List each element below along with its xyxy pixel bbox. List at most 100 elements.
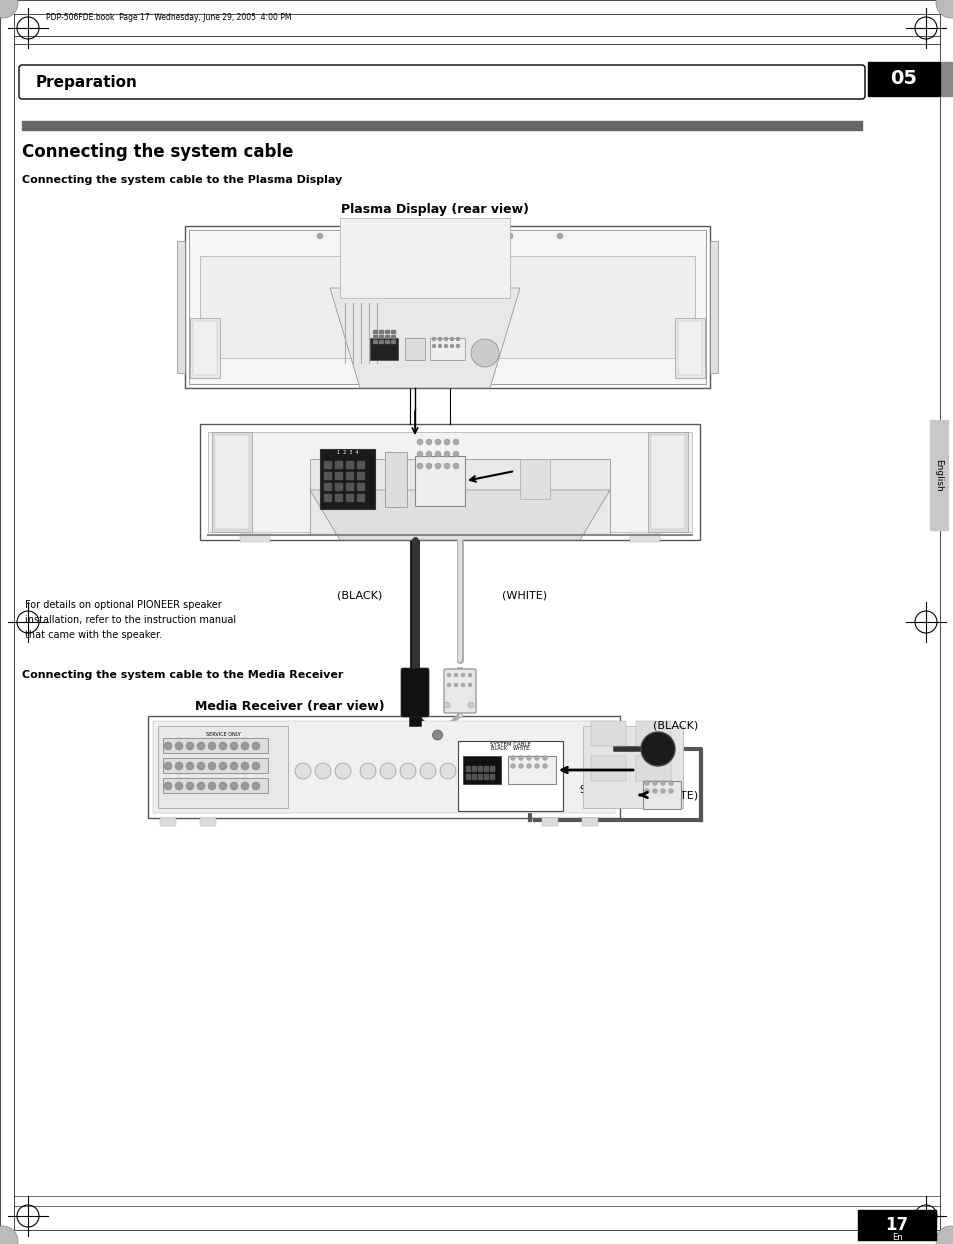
Bar: [148, 717, 619, 819]
Circle shape: [426, 452, 432, 457]
Bar: [373, 340, 376, 343]
Circle shape: [359, 763, 375, 779]
Circle shape: [367, 233, 373, 239]
Circle shape: [314, 763, 331, 779]
Bar: [457, 741, 562, 811]
Bar: [190, 318, 220, 378]
Circle shape: [427, 233, 433, 239]
Bar: [415, 457, 464, 506]
Bar: [346, 462, 353, 468]
Circle shape: [0, 1227, 18, 1244]
Bar: [378, 335, 382, 338]
Circle shape: [450, 345, 454, 348]
Text: (WHITE): (WHITE): [502, 590, 547, 600]
Circle shape: [510, 755, 515, 760]
Circle shape: [439, 763, 456, 779]
Text: SYSTEM CABLE: SYSTEM CABLE: [490, 741, 530, 746]
Circle shape: [241, 763, 249, 770]
Bar: [339, 218, 510, 299]
Text: (BLACK): (BLACK): [652, 722, 698, 731]
Bar: [177, 241, 185, 373]
Text: English: English: [934, 459, 943, 491]
Bar: [465, 774, 470, 779]
Text: (WHITE): (WHITE): [652, 791, 698, 801]
Circle shape: [426, 439, 432, 445]
Bar: [477, 774, 481, 779]
Bar: [152, 722, 615, 814]
Circle shape: [174, 741, 183, 750]
Text: BLACK    WHITE: BLACK WHITE: [491, 746, 529, 751]
Bar: [185, 226, 709, 388]
Bar: [335, 483, 341, 490]
Circle shape: [454, 673, 457, 677]
Bar: [378, 330, 382, 333]
Circle shape: [432, 345, 436, 348]
Circle shape: [208, 763, 215, 770]
Circle shape: [453, 439, 458, 445]
Circle shape: [174, 782, 183, 790]
Bar: [391, 335, 395, 338]
Circle shape: [640, 731, 675, 766]
Circle shape: [416, 463, 422, 469]
Bar: [324, 471, 331, 479]
Circle shape: [164, 782, 172, 790]
Bar: [857, 1210, 935, 1240]
Bar: [590, 756, 625, 781]
Circle shape: [542, 755, 547, 760]
Bar: [391, 340, 395, 343]
Text: For details on optional PIONEER speaker
installation, refer to the instruction m: For details on optional PIONEER speaker …: [25, 600, 236, 639]
Circle shape: [659, 780, 665, 785]
Bar: [378, 340, 382, 343]
Circle shape: [196, 741, 205, 750]
Bar: [541, 819, 558, 826]
Bar: [335, 471, 341, 479]
Bar: [590, 722, 625, 746]
Bar: [346, 494, 353, 501]
Bar: [636, 722, 670, 746]
Circle shape: [379, 763, 395, 779]
Circle shape: [443, 345, 448, 348]
Circle shape: [443, 337, 448, 341]
Polygon shape: [330, 289, 519, 388]
Bar: [472, 774, 476, 779]
Circle shape: [241, 782, 249, 790]
Bar: [490, 774, 494, 779]
Circle shape: [453, 452, 458, 457]
Text: SERVICE ONLY: SERVICE ONLY: [205, 731, 240, 736]
Circle shape: [437, 345, 441, 348]
Circle shape: [164, 763, 172, 770]
Text: 05: 05: [889, 70, 917, 88]
Bar: [193, 321, 216, 374]
Circle shape: [506, 233, 513, 239]
Circle shape: [668, 789, 673, 794]
Bar: [678, 321, 701, 374]
Bar: [356, 494, 364, 501]
Circle shape: [468, 702, 474, 708]
Bar: [385, 330, 389, 333]
Bar: [385, 452, 407, 508]
Bar: [477, 766, 481, 771]
Bar: [391, 330, 395, 333]
Circle shape: [935, 0, 953, 17]
Bar: [373, 335, 376, 338]
Bar: [636, 756, 670, 781]
Circle shape: [443, 452, 450, 457]
Circle shape: [437, 337, 441, 341]
Circle shape: [186, 741, 193, 750]
Bar: [642, 781, 680, 809]
Bar: [373, 330, 376, 333]
Bar: [581, 819, 598, 826]
Circle shape: [652, 789, 657, 794]
Circle shape: [252, 782, 260, 790]
Bar: [214, 435, 249, 529]
Circle shape: [252, 763, 260, 770]
Bar: [212, 432, 252, 532]
Text: Connecting the system cable: Connecting the system cable: [22, 143, 294, 160]
Circle shape: [230, 763, 237, 770]
Circle shape: [435, 439, 440, 445]
Bar: [483, 774, 488, 779]
Bar: [385, 340, 389, 343]
Circle shape: [454, 683, 457, 687]
Circle shape: [518, 764, 523, 769]
Bar: [483, 766, 488, 771]
